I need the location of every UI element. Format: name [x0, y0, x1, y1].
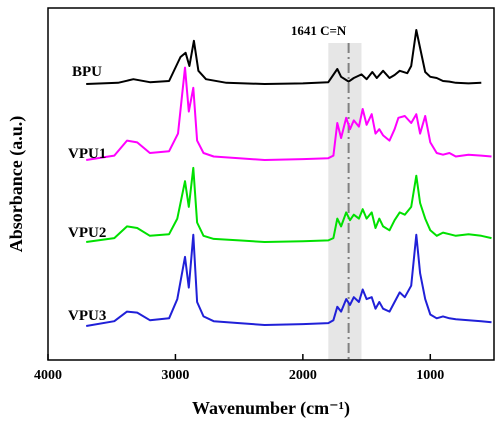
x-axis-title: Wavenumber (cm⁻¹): [192, 398, 350, 419]
series-label-vpu1: VPU1: [68, 146, 106, 162]
series-labels: BPU VPU1 VPU2 VPU3: [68, 64, 106, 324]
series-line-vpu2: [86, 166, 492, 243]
x-ticks: 4000 3000 2000 1000: [34, 354, 444, 383]
series-line-bpu: [86, 29, 482, 85]
x-tick-label: 1000: [416, 368, 444, 383]
series-label-vpu3: VPU3: [68, 308, 106, 324]
y-axis-title: Absorbance (a.u.): [6, 116, 27, 253]
series-line-vpu1: [86, 66, 492, 161]
highlight-band: [328, 43, 362, 360]
annotation-label: 1641 C=N: [291, 23, 347, 38]
x-tick-label: 2000: [289, 368, 317, 383]
plot-frame: [47, 7, 495, 361]
x-tick-label: 3000: [161, 368, 189, 383]
series-line-vpu3: [86, 233, 492, 327]
traces-group: [86, 29, 492, 327]
x-tick-label: 4000: [34, 368, 62, 383]
series-label-vpu2: VPU2: [68, 225, 106, 241]
series-label-bpu: BPU: [72, 64, 102, 80]
